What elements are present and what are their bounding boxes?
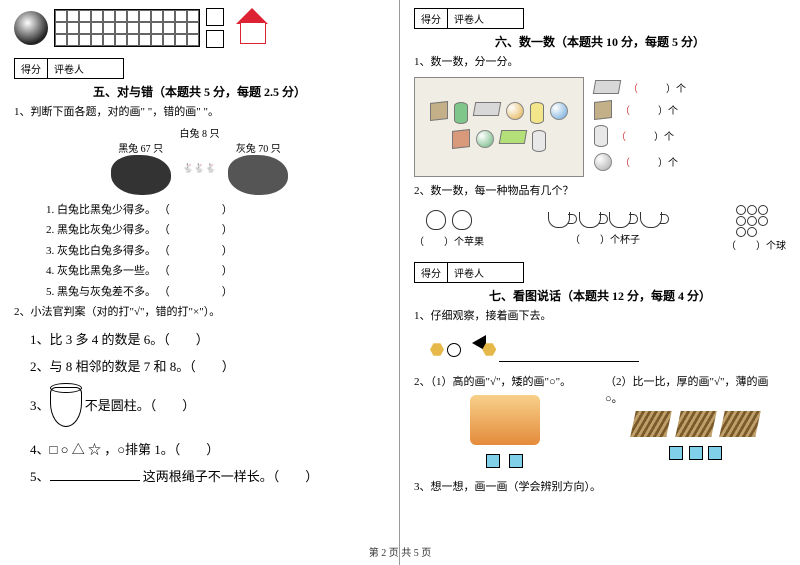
shapes-scene xyxy=(414,77,584,177)
item-1-1: 1. 白兔比黑兔少得多。 （ ） xyxy=(14,202,385,219)
shape-legend: （ ）个 （ ）个 （ ）个 （ ）个 xyxy=(594,77,686,174)
square-icon xyxy=(509,454,523,468)
item-1-3: 3. 灰兔比白兔多得多。 （ ） xyxy=(14,243,385,260)
apple-group: （ ）个苹果 xyxy=(414,210,484,248)
draw-blank xyxy=(499,361,639,362)
fence-icon xyxy=(675,411,717,437)
cube-icon xyxy=(452,129,470,149)
square-icon xyxy=(486,454,500,468)
rope-1-icon xyxy=(50,480,140,481)
grey-rabbit-blob xyxy=(228,155,288,195)
cylinder-icon xyxy=(532,130,546,152)
pattern-row xyxy=(414,329,786,363)
page-footer: 第 2 页 共 5 页 xyxy=(0,544,800,559)
cup-icon xyxy=(640,212,662,228)
cup-icon xyxy=(579,212,601,228)
sphere-icon xyxy=(476,130,494,148)
section-5-title: 五、对与错（本题共 5 分，每题 2.5 分） xyxy=(14,83,385,100)
marker-label: 评卷人 xyxy=(48,59,90,78)
cup-shape-icon xyxy=(50,387,82,427)
house-icon xyxy=(230,8,274,48)
cube-icon xyxy=(430,101,448,121)
q6-1: 1、数一数，分一分。 xyxy=(414,54,786,71)
item-1-2: 2. 黑兔比灰兔少得多。 （ ） xyxy=(14,222,385,239)
sphere-icon xyxy=(550,102,568,120)
square-icon xyxy=(708,446,722,460)
legend-cuboid-icon xyxy=(593,80,621,94)
item-2-1: 1、比 3 多 4 的数是 6。（ ） xyxy=(14,329,385,348)
cup-icon xyxy=(548,212,570,228)
score-box: 得分 评卷人 xyxy=(14,58,124,79)
ball-group: （ ）个球 xyxy=(726,205,786,252)
q6-2: 2、数一数，每一种物品有几个？ xyxy=(414,183,786,200)
top-grid-row xyxy=(14,8,385,48)
cuboid-icon xyxy=(473,102,501,116)
apple-icon xyxy=(426,210,446,230)
square-icon xyxy=(669,446,683,460)
section-7-title: 七、看图说话（本题共 12 分，每题 4 分） xyxy=(414,287,786,304)
cuboid-icon xyxy=(499,130,527,144)
score-box-r1: 得分 评卷人 xyxy=(414,8,524,29)
cylinder-icon xyxy=(530,102,544,124)
score-box-r2: 得分 评卷人 xyxy=(414,262,524,283)
fence-icon xyxy=(719,411,761,437)
legend-cylinder-icon xyxy=(594,125,608,147)
fence-icon xyxy=(630,411,672,437)
section-6-title: 六、数一数（本题共 10 分，每题 5 分） xyxy=(414,33,786,50)
rabbit-figure: 白兔 8 只 黑兔 67 只 🐇🐇🐇 灰兔 70 只 xyxy=(14,125,385,198)
cylinder-icon xyxy=(454,102,468,124)
q7-1: 1、仔细观察，接着画下去。 xyxy=(414,308,786,325)
ball-cluster-icon xyxy=(736,205,776,237)
grey-rabbit-label: 灰兔 70 只 xyxy=(222,140,294,155)
cup-group: （ ）个杯子 xyxy=(545,212,665,246)
answer-boxes xyxy=(206,8,224,48)
item-1-4: 4. 灰兔比黑兔多一些。 （ ） xyxy=(14,263,385,280)
item-2-5: 5、 这两根绳子不一样长。（ ） xyxy=(14,466,385,485)
legend-cube-icon xyxy=(594,100,612,120)
hexagon-icon xyxy=(430,343,444,357)
item-2-2: 2、与 8 相邻的数是 7 和 8。（ ） xyxy=(14,356,385,375)
legend-sphere-icon xyxy=(594,153,612,171)
q5-1: 1、判断下面各题，对的画" "，错的画" "。 xyxy=(14,104,385,121)
black-rabbit-blob xyxy=(111,155,171,195)
item-2-4: 4、□ ○ △ ☆ ，○排第 1。（ ） xyxy=(14,439,385,458)
cup-icon xyxy=(609,212,631,228)
path-grid xyxy=(54,9,200,47)
score-label: 得分 xyxy=(15,59,48,78)
q7-3: 3、想一想，画一画（学会辨别方向）。 xyxy=(414,479,786,496)
q7-2a: 2、（1）高的画"√"，矮的画"○"。 xyxy=(414,374,595,391)
avatar-icon xyxy=(14,11,48,45)
kids-icon xyxy=(470,395,540,445)
sphere-icon xyxy=(506,102,524,120)
black-rabbit-label: 黑兔 67 只 xyxy=(105,140,177,155)
apple-icon xyxy=(452,210,472,230)
triangle-icon xyxy=(458,335,486,351)
item-1-5: 5. 黑兔与灰兔差不多。 （ ） xyxy=(14,284,385,301)
q5-2: 2、小法官判案（对的打"√"，错的打"×"）。 xyxy=(14,304,385,321)
q7-2b: （2）比一比，厚的画"√"，薄的画○。 xyxy=(605,374,786,407)
square-icon xyxy=(689,446,703,460)
item-2-3: 3、 不是圆柱。（ ） xyxy=(14,383,385,431)
white-rabbit-label: 白兔 8 只 xyxy=(14,125,385,140)
